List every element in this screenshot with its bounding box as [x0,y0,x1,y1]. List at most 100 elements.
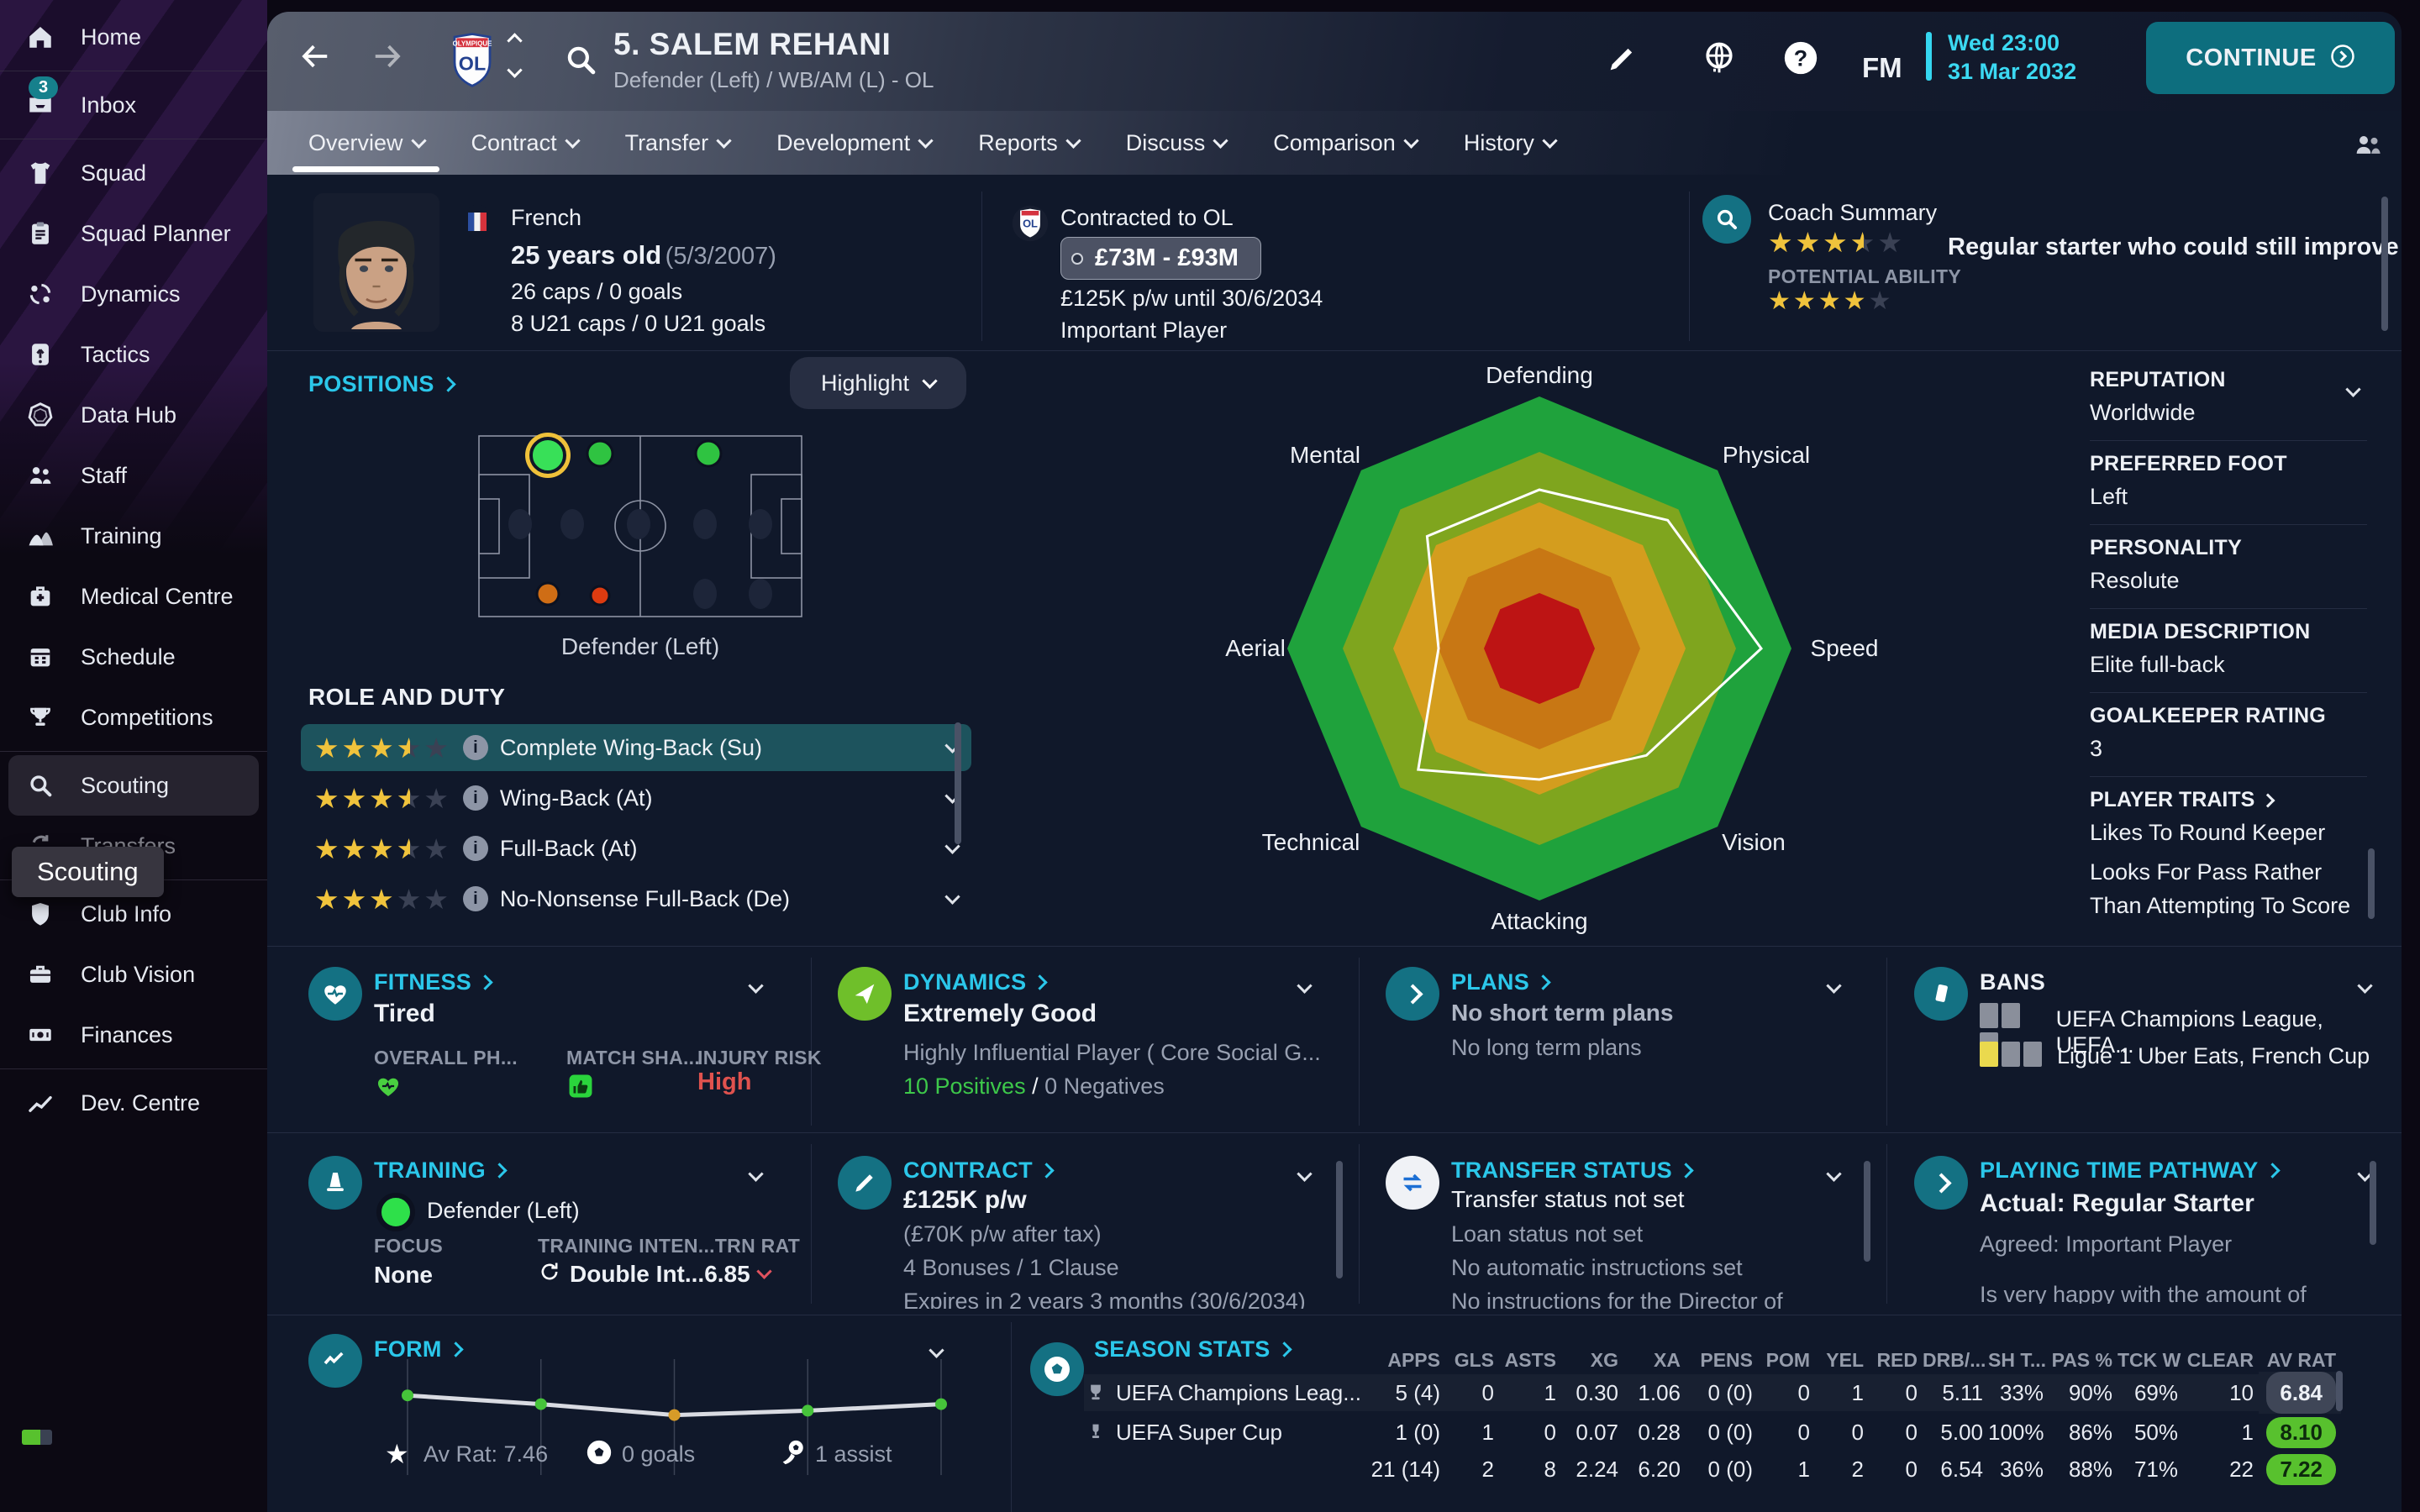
fm-logo: FM [1862,52,1902,83]
position-dot-ghost [693,578,718,609]
stats-row-competition[interactable]: UEFA Champions Leag... [1084,1374,1361,1411]
training-intensity-row[interactable]: Double Int...6.85 [538,1260,772,1288]
contract-scrollbar[interactable] [1336,1161,1343,1278]
tab-discuss[interactable]: Discuss [1126,130,1228,156]
world-icon[interactable] [1701,39,1738,80]
highlight-dropdown[interactable]: Highlight [790,357,966,409]
player-name: 5. SALEM REHANI [613,27,892,61]
stats-row-competition[interactable]: UEFA Super Cup [1084,1414,1361,1451]
position-dot-orange[interactable] [535,581,560,606]
contract-icon [838,1156,892,1210]
info-icon[interactable]: i [462,785,488,811]
datetime-accent-bar [1926,32,1932,81]
radar-axis-attacking: Attacking [1491,908,1588,934]
sidebar-item-finances[interactable]: Finances [0,1005,267,1065]
radar-axis-aerial: Aerial [1225,635,1286,661]
role-row-no-nonsense-full-back[interactable]: ★★★★★★★★★★ i No-Nonsense Full-Back (De) [301,875,971,922]
role-row-full-back[interactable]: ★★★★★★★★★★ i Full-Back (At) [301,825,971,872]
media-description-value: Elite full-back [2090,652,2225,677]
help-icon[interactable]: ? [1781,39,1820,81]
sidebar-item-schedule[interactable]: Schedule [0,627,267,687]
positions-header[interactable]: POSITIONS [308,371,456,397]
position-dot-green[interactable] [586,439,614,468]
sidebar-item-home[interactable]: Home [0,7,267,67]
crest-down-chevron[interactable] [507,62,523,82]
stats-row-totals[interactable] [1084,1451,1361,1488]
plans-long: No long term plans [1451,1035,1642,1060]
position-dot-ghost [748,509,772,540]
sidebar-item-dev-centre[interactable]: Dev. Centre [0,1073,267,1133]
crest-up-chevron[interactable] [507,33,523,50]
position-dot-selected[interactable] [529,436,566,474]
tab-transfer[interactable]: Transfer [625,130,732,156]
club-crest-ol[interactable]: OLYMPIQUE OL [449,30,496,95]
scrollbar[interactable] [2381,197,2388,331]
sidebar-item-medical-centre[interactable]: Medical Centre [0,566,267,627]
contract-expand-chevron[interactable] [1297,1166,1313,1182]
back-button[interactable] [297,40,333,76]
role-row-complete-wing-back[interactable]: ★★★★★★★★★★ i Complete Wing-Back (Su) [301,724,971,771]
form-header[interactable]: FORM [374,1336,464,1362]
plans-header[interactable]: PLANS [1451,969,1551,995]
tab-comparison[interactable]: Comparison [1273,130,1419,156]
training-header[interactable]: TRAINING [374,1158,508,1184]
fitness-expand-chevron[interactable] [748,978,764,994]
sidebar-item-tactics[interactable]: Tactics [0,324,267,385]
sidebar-item-dynamics[interactable]: Dynamics [0,264,267,324]
training-icon [22,517,59,554]
sidebar-item-club-vision[interactable]: Club Vision [0,944,267,1005]
preferred-foot-value: Left [2090,484,2128,509]
fitness-header[interactable]: FITNESS [374,969,493,995]
dynamics-header[interactable]: DYNAMICS [903,969,1049,995]
sidebar-item-competitions[interactable]: Competitions [0,687,267,748]
traits-scrollbar[interactable] [2368,848,2375,919]
sidebar-item-squad[interactable]: Squad [0,143,267,203]
role-list-scrollbar[interactable] [955,722,961,844]
player-traits-header[interactable]: PLAYER TRAITS [2090,788,2275,812]
tab-overview[interactable]: Overview [308,130,427,156]
sidebar-item-data-hub[interactable]: Data Hub [0,385,267,445]
calendar-icon [22,638,59,675]
tab-contract[interactable]: Contract [471,130,581,156]
sidebar-item-inbox[interactable]: 3 Inbox [0,75,267,135]
tab-reports[interactable]: Reports [978,130,1081,156]
details-collapse-chevron[interactable] [2345,381,2361,397]
sidebar-item-training[interactable]: Training [0,506,267,566]
search-icon[interactable] [563,42,598,81]
info-icon[interactable]: i [462,735,488,760]
sidebar-item-club-info[interactable]: Club Info [0,884,267,944]
potential-ability-stars: ★★★★★★★★★★ [1768,287,1894,315]
season-stats-header[interactable]: SEASON STATS [1094,1336,1292,1362]
role-row-wing-back[interactable]: ★★★★★★★★★★ i Wing-Back (At) [301,774,971,822]
plans-expand-chevron[interactable] [1826,978,1842,994]
transfer-scrollbar[interactable] [1864,1161,1870,1262]
sidebar-item-staff[interactable]: Staff [0,445,267,506]
transfer-line2: Loan status not set [1451,1221,1644,1247]
game-time: Wed 23:00 [1948,30,2060,55]
bans-expand-chevron[interactable] [2357,978,2373,994]
training-expand-chevron[interactable] [748,1166,764,1182]
role-expand-chevron[interactable] [944,888,960,905]
info-icon[interactable]: i [462,886,488,911]
pathway-scrollbar[interactable] [2370,1161,2376,1245]
info-icon[interactable]: i [462,836,488,861]
continue-button[interactable]: CONTINUE [2146,22,2395,94]
tab-history[interactable]: History [1464,130,1558,156]
sidebar-item-squad-planner[interactable]: Squad Planner [0,203,267,264]
people-icon[interactable] [2351,128,2385,165]
forward-button[interactable] [370,40,405,76]
position-dot-red[interactable] [589,585,611,606]
transfer-expand-chevron[interactable] [1826,1166,1842,1182]
dynamics-expand-chevron[interactable] [1297,978,1313,994]
super-cup-trophy-icon [1092,1424,1100,1438]
stats-scrollbar[interactable] [2336,1371,2343,1411]
reputation-value: Worldwide [2090,400,2196,425]
edit-pencil-icon[interactable] [1605,42,1639,80]
position-dot-green[interactable] [694,439,723,468]
contract-header[interactable]: CONTRACT [903,1158,1055,1184]
clipboard-icon [22,215,59,252]
sidebar-item-scouting[interactable]: Scouting [8,755,259,816]
pathway-header[interactable]: PLAYING TIME PATHWAY [1980,1158,2281,1184]
tab-development[interactable]: Development [776,130,934,156]
transfer-status-header[interactable]: TRANSFER STATUS [1451,1158,1694,1184]
